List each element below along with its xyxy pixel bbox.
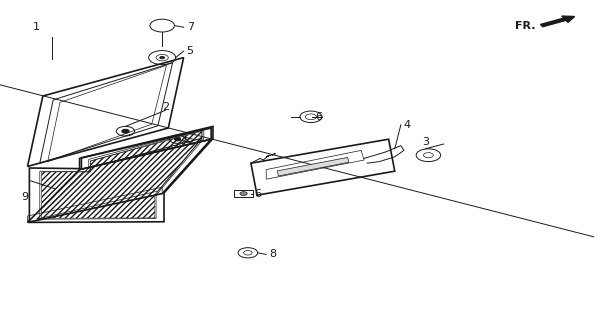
Text: 4: 4 [404, 120, 411, 130]
Polygon shape [42, 131, 202, 218]
Text: 2: 2 [162, 102, 169, 112]
Text: 8: 8 [269, 249, 277, 260]
Text: 6: 6 [254, 188, 261, 199]
Text: 5: 5 [187, 46, 193, 56]
Text: FR.: FR. [515, 20, 536, 31]
Circle shape [240, 192, 247, 196]
Circle shape [122, 129, 129, 133]
Polygon shape [37, 138, 202, 219]
Text: 1: 1 [33, 22, 40, 32]
Text: 3: 3 [422, 137, 429, 148]
Text: 7: 7 [187, 22, 194, 32]
Polygon shape [277, 157, 349, 176]
Polygon shape [234, 190, 253, 197]
Circle shape [174, 138, 181, 141]
Circle shape [160, 56, 165, 59]
Text: 6: 6 [315, 112, 322, 122]
FancyArrow shape [540, 16, 575, 27]
Text: 9: 9 [21, 192, 28, 202]
